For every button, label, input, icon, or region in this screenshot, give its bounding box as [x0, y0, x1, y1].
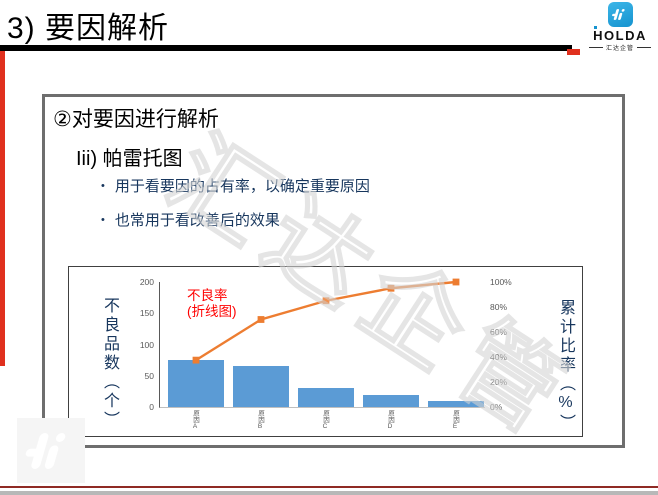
right-axis-title: 累计比率︵%︶ [557, 299, 574, 433]
holda-logo-icon [607, 2, 633, 27]
bullet-item: • 用于看要因的占有率，以确定重要原因 [101, 178, 370, 195]
right-axis-tick: 40% [490, 352, 508, 362]
right-axis-tick: 0% [490, 402, 503, 412]
bullet-dot: • [101, 214, 105, 226]
right-axis-tick: 20% [490, 377, 508, 387]
left-axis-tick: 200 [139, 277, 154, 287]
plot-area [159, 278, 485, 408]
watermark-logo [17, 418, 85, 483]
defect-rate-annotation: 不良率 (折线图) [187, 288, 237, 320]
left-axis-tick: 100 [139, 339, 154, 350]
bar-原因C [298, 388, 354, 407]
bar-原因D [363, 394, 419, 407]
content-box: ②对要因进行解析 Iii) 帕雷托图 • 用于看要因的占有率，以确定重要原因 • 也… [42, 94, 625, 448]
line-marker [452, 278, 460, 286]
left-axis-tick: 50 [144, 370, 154, 381]
x-category-label: 原因B [256, 410, 264, 430]
section-heading: ②对要因进行解析 [53, 108, 219, 131]
footer-red-line [0, 486, 658, 488]
line-marker [192, 356, 200, 364]
x-category-label: 原因C [321, 410, 329, 430]
x-category-label: 原因E [451, 410, 459, 430]
right-axis-tick: 80% [490, 302, 508, 312]
section-subheading: Iii) 帕雷托图 [76, 148, 183, 170]
company-logo: HOLDA 汇达企管 [585, 2, 655, 52]
title-underline [0, 45, 572, 51]
left-axis-tick: 150 [139, 308, 154, 319]
line-marker [322, 297, 330, 305]
title-underline-red-cap [567, 49, 580, 55]
line-marker [387, 284, 395, 292]
footer-gray-bar [0, 491, 658, 495]
logo-tagline: 汇达企管 [585, 43, 655, 52]
bullet-list: • 用于看要因的占有率，以确定重要原因 • 也常用于看改善后的效果 [101, 175, 370, 243]
left-accent-bar [0, 51, 5, 366]
x-category-label: 原因D [386, 410, 394, 430]
bar-原因B [233, 366, 289, 407]
right-axis-tick: 60% [490, 327, 508, 337]
line-marker [257, 316, 265, 323]
tagline-rule-right [637, 47, 651, 48]
bar-原因A [168, 360, 224, 407]
left-axis-tick: 0 [149, 402, 154, 412]
tagline-rule-left [588, 47, 603, 48]
holda-glyph-watermark [25, 432, 66, 469]
holda-glyph [611, 8, 625, 21]
logo-h-dot [594, 26, 597, 29]
right-axis-tick: 100% [490, 277, 512, 287]
pareto-chart: 不良品数︵个︶ 累计比率︵%︶ 不良率 (折线图) 0 50 100 150 200 0%… [68, 266, 583, 437]
tagline-text: 汇达企管 [605, 46, 634, 52]
cumulative-line [192, 278, 460, 364]
logo-wordmark: HOLDA [593, 26, 647, 43]
left-axis-title: 不良品数︵个︶ [101, 297, 118, 430]
bullet-dot: • [101, 180, 105, 192]
bar-原因E [428, 400, 484, 407]
page-title: 3) 要因解析 [7, 12, 170, 45]
bullet-item: • 也常用于看改善后的效果 [101, 212, 280, 229]
x-category-label: 原因A [191, 410, 199, 430]
